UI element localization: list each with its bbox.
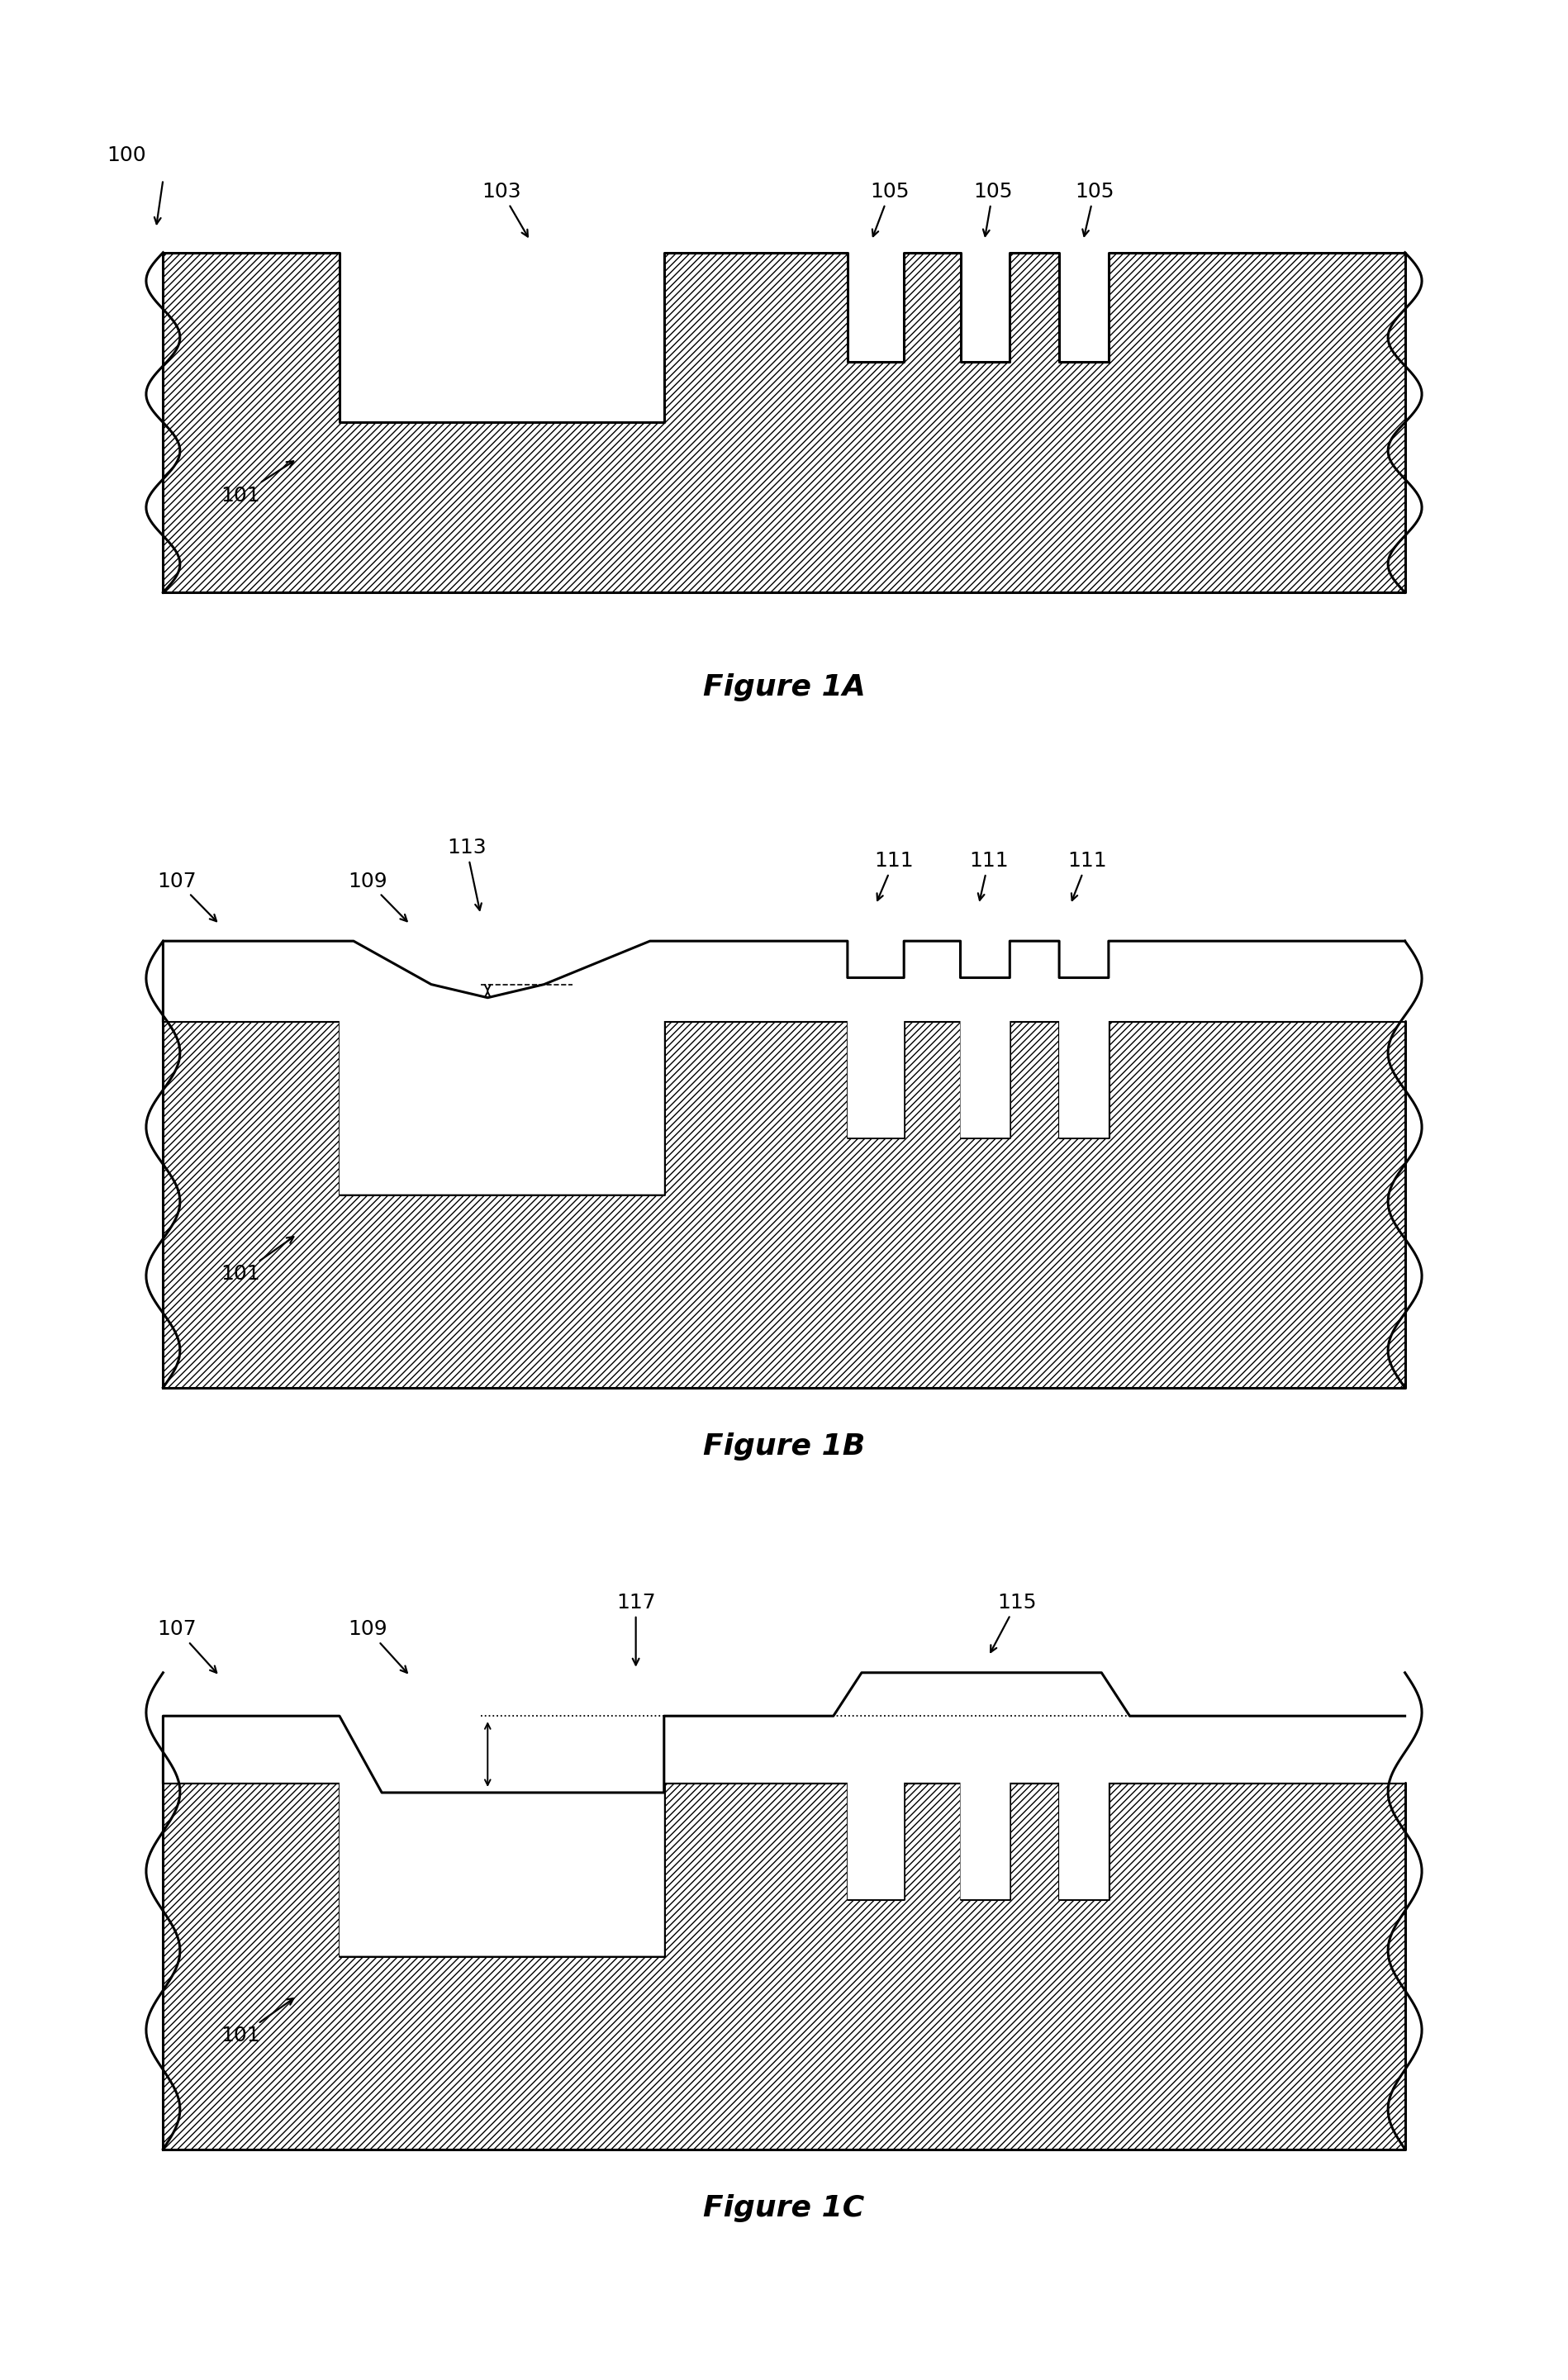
Polygon shape <box>163 252 1405 593</box>
Polygon shape <box>163 940 1405 1388</box>
Text: Figure 1B: Figure 1B <box>702 1433 866 1461</box>
Text: 101: 101 <box>221 1238 293 1285</box>
Polygon shape <box>163 1673 1405 2149</box>
Text: 105: 105 <box>974 181 1013 236</box>
Text: 100: 100 <box>107 145 146 164</box>
Text: 101: 101 <box>221 1999 293 2047</box>
Polygon shape <box>163 1021 1405 1388</box>
Text: 105: 105 <box>1074 181 1115 236</box>
Text: 103: 103 <box>481 181 528 236</box>
Text: 111: 111 <box>1068 852 1107 900</box>
Text: 101: 101 <box>221 462 293 505</box>
Text: 107: 107 <box>157 871 216 921</box>
Text: Figure 1C: Figure 1C <box>704 2194 864 2223</box>
Text: 117: 117 <box>616 1592 655 1666</box>
Text: 105: 105 <box>870 181 909 236</box>
Text: Figure 1A: Figure 1A <box>702 674 866 702</box>
Text: 109: 109 <box>348 871 408 921</box>
Text: 113: 113 <box>447 838 486 909</box>
Text: 115: 115 <box>991 1592 1036 1652</box>
Text: 111: 111 <box>875 852 914 900</box>
Polygon shape <box>163 1783 1405 2149</box>
Text: 109: 109 <box>348 1618 408 1673</box>
Text: 111: 111 <box>969 852 1008 900</box>
Text: 107: 107 <box>157 1618 216 1673</box>
